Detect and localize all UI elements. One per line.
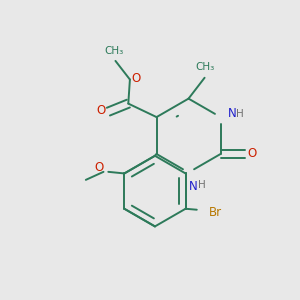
Text: H: H bbox=[236, 109, 244, 119]
Text: O: O bbox=[131, 72, 140, 86]
Text: Br: Br bbox=[209, 206, 222, 219]
Text: CH₃: CH₃ bbox=[196, 62, 215, 72]
Text: O: O bbox=[247, 147, 256, 160]
Text: O: O bbox=[97, 104, 106, 118]
Text: N: N bbox=[189, 179, 198, 193]
Text: H: H bbox=[199, 179, 206, 190]
Text: CH₃: CH₃ bbox=[104, 46, 124, 56]
Text: N: N bbox=[228, 107, 236, 120]
Text: O: O bbox=[94, 161, 103, 174]
